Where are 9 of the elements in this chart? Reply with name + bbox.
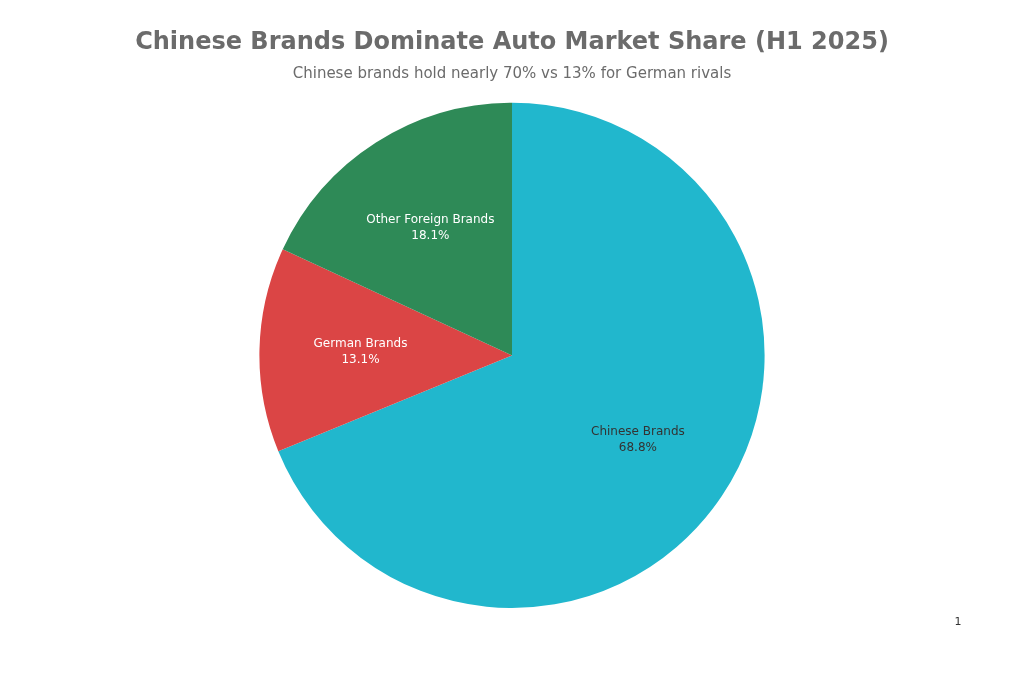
data-label: 18.1% bbox=[411, 227, 450, 242]
slice-label: Other Foreign Brands bbox=[366, 211, 495, 226]
chart-title: Chinese Brands Dominate Auto Market Share (H1 2025) bbox=[135, 26, 889, 55]
data-label: 13.1% bbox=[341, 352, 380, 367]
slice-label: Chinese Brands bbox=[591, 423, 685, 438]
slice-label: German Brands bbox=[313, 336, 408, 351]
text: 1 bbox=[954, 614, 962, 628]
data-label: 68.8% bbox=[618, 439, 657, 454]
chart-subtitle: Chinese brands hold nearly 70% vs 13% for German rivals bbox=[292, 63, 732, 82]
